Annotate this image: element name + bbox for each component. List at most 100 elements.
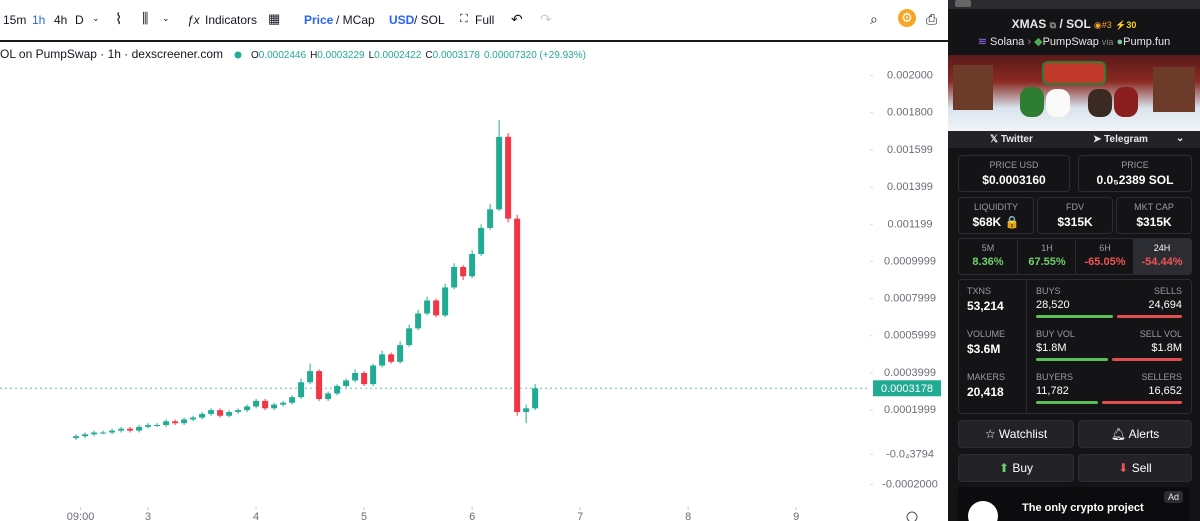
banner-house: [953, 65, 993, 110]
indicators-button[interactable]: Indicators: [205, 13, 258, 27]
candle-body: [496, 136, 503, 210]
candle-body: [253, 400, 260, 407]
change-cell[interactable]: 6H -65.05%: [1075, 239, 1134, 274]
buy-button[interactable]: ⬆ Buy: [958, 454, 1074, 482]
candle-body: [154, 425, 161, 427]
candle-body: [505, 136, 512, 219]
candle-body: [262, 400, 269, 409]
twitter-link[interactable]: 𝕏 Twitter: [990, 134, 1033, 145]
mcap-box: MKT CAP $315K: [1116, 197, 1192, 234]
candle-body: [316, 371, 323, 400]
price-axis: [870, 40, 948, 521]
candle-body: [208, 410, 215, 414]
banner-logo: [1042, 61, 1106, 85]
label: PRICE: [1121, 160, 1149, 170]
change-cell[interactable]: 24H -54.44%: [1133, 239, 1191, 274]
candle-body: [181, 419, 188, 424]
ohlc-value: 0.0002446: [259, 50, 307, 61]
telegram-link[interactable]: ➤ Telegram: [1093, 134, 1148, 145]
candle-body: [343, 380, 350, 386]
top-strip: [948, 0, 1200, 9]
stat-value: $3.6M: [967, 342, 1001, 356]
candle-body: [415, 313, 422, 329]
sell-value: $1.8M: [1151, 342, 1182, 354]
label: 1H: [1041, 243, 1053, 253]
price-toggle[interactable]: Price: [304, 13, 334, 27]
chart-type-icon[interactable]: ⌇: [115, 11, 123, 28]
candle-body: [379, 354, 386, 366]
fullscreen-icon[interactable]: ⛶: [460, 13, 468, 25]
y-tick-label: 0.001199: [887, 218, 932, 230]
status-dot: [234, 51, 242, 59]
chart-title: OL on PumpSwap · 1h · dexscreener.com: [0, 47, 223, 61]
label: PRICE USD: [989, 160, 1039, 170]
undo[interactable]: ↶: [511, 11, 523, 27]
candle-body: [334, 385, 341, 394]
dex[interactable]: PumpSwap: [1042, 36, 1099, 48]
more-links[interactable]: ⌄: [1176, 133, 1185, 144]
chain[interactable]: Solana: [990, 36, 1025, 48]
y-tick-label: 0.0001999: [884, 404, 936, 416]
stat-label: VOLUME: [967, 329, 1006, 339]
settings-icon[interactable]: [906, 511, 918, 521]
buy-label: BUY VOL: [1036, 329, 1075, 339]
y-tick-label: 0.002000: [887, 69, 933, 81]
watchlist-button[interactable]: ☆ Watchlist: [958, 420, 1074, 448]
interval[interactable]: 4h: [54, 13, 68, 27]
interval[interactable]: 1h: [32, 13, 46, 27]
label: Sell: [1131, 461, 1152, 475]
buy-value: 28,520: [1036, 299, 1070, 311]
full-button[interactable]: Full: [475, 13, 495, 27]
chevron[interactable]: ⌄: [92, 13, 100, 23]
chain-row: ≋ Solana › ◆PumpSwap via ●Pump.fun: [977, 36, 1171, 48]
stat-value: 20,418: [967, 385, 1004, 399]
launchpad[interactable]: Pump.fun: [1123, 36, 1171, 48]
banner-figure: [1020, 87, 1044, 117]
candle-body: [199, 413, 206, 418]
label: 6H: [1099, 243, 1111, 253]
candle-body: [433, 300, 440, 316]
sell-bar: [1102, 401, 1182, 404]
zoom-icon[interactable]: ⌕: [870, 11, 878, 27]
price-usd-box: PRICE USD $0.0003160: [958, 155, 1070, 192]
settings-button[interactable]: ⚙: [898, 9, 916, 27]
banner-figure: [1088, 89, 1112, 117]
label: Watchlist: [998, 427, 1048, 441]
candle-icon[interactable]: ⫼: [142, 10, 149, 26]
sell-button[interactable]: ⬇ Sell: [1078, 454, 1192, 482]
chevron[interactable]: ⌄: [162, 13, 170, 23]
redo[interactable]: ↷: [540, 11, 552, 27]
mcap-toggle[interactable]: / MCap: [336, 13, 375, 27]
changes-box: 5M 8.36% 1H 67.55% 6H -65.05% 24H -54.44%: [958, 238, 1192, 275]
fx-icon[interactable]: ƒx: [187, 13, 200, 27]
candle-body: [478, 227, 485, 254]
interval[interactable]: D: [75, 13, 84, 27]
x-tick-label: 9: [793, 511, 799, 521]
ohlc-key: O: [251, 50, 259, 61]
candle-body: [514, 218, 521, 413]
token-title: XMAS ⧉ / SOL ◉#3 ⚡30: [1011, 17, 1137, 31]
usd-toggle[interactable]: USD: [389, 13, 415, 27]
candle-body: [235, 410, 242, 413]
boosts: 30: [1126, 20, 1137, 30]
token-panel: XMAS ⧉ / SOL ◉#3 ⚡30 ≋ Solana › ◆PumpSwa…: [948, 0, 1200, 521]
sol-toggle[interactable]: / SOL: [414, 13, 445, 27]
y-tick-label: 0.001599: [887, 144, 933, 156]
change-cell[interactable]: 5M 8.36%: [959, 239, 1017, 274]
ad-box[interactable]: The only crypto project Ad: [958, 487, 1190, 521]
interval[interactable]: 15m: [3, 13, 27, 27]
alerts-button[interactable]: 🔔︎ Alerts: [1078, 420, 1192, 448]
change: 0.00007320 (+29.93%): [484, 50, 586, 61]
avatar: [955, 0, 971, 7]
ohlc-key: C: [425, 50, 432, 61]
value: -65.05%: [1084, 256, 1126, 268]
candle-body: [172, 421, 179, 424]
candle-body: [109, 430, 116, 433]
camera-icon[interactable]: ⎙: [926, 11, 938, 27]
label: 24H: [1153, 243, 1171, 253]
toolbar: 15m 1h 4h D ⌄ ⌇ ⫼ ⌄ ƒx Indicators ▦ Pric…: [0, 0, 948, 42]
layout-icon[interactable]: ▦: [268, 11, 281, 26]
x-tick-label: 6: [469, 511, 475, 521]
change-cell[interactable]: 1H 67.55%: [1017, 239, 1076, 274]
